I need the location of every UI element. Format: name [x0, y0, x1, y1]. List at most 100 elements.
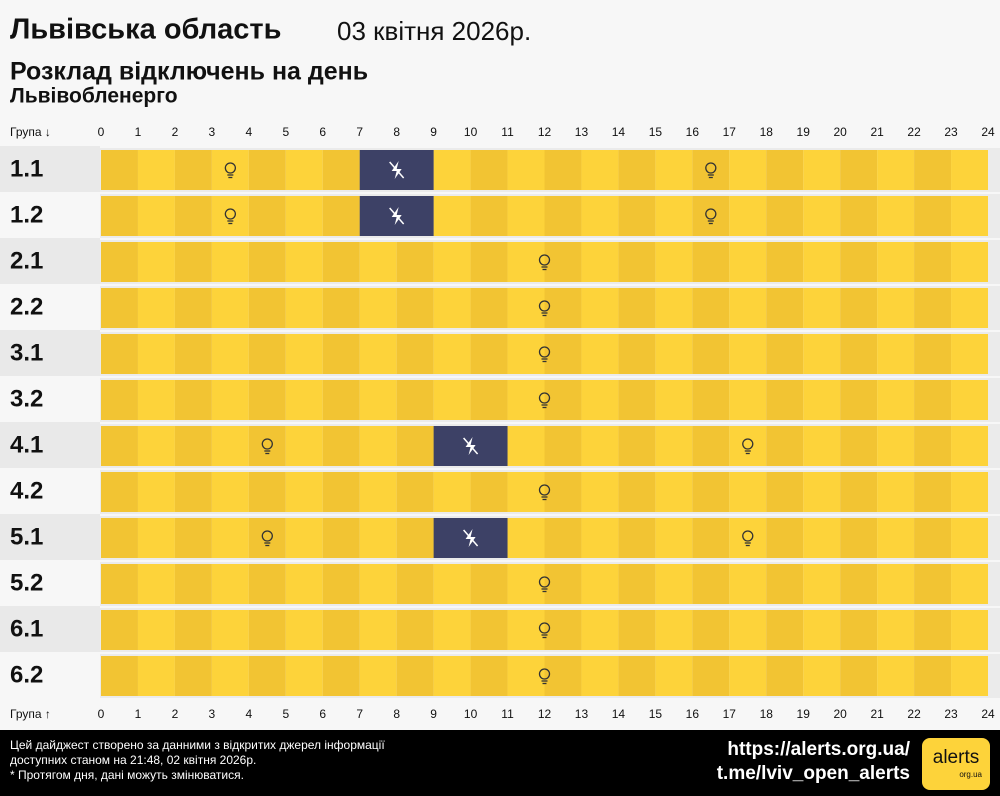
row-label-bg [0, 422, 100, 468]
hour-cell [359, 288, 397, 328]
hour-cell [766, 334, 804, 374]
hour-cell [655, 334, 693, 374]
link[interactable]: t.me/lviv_open_alerts [717, 763, 910, 784]
hour-cell [877, 518, 915, 558]
hour-cell [618, 518, 656, 558]
hour-cell [211, 334, 249, 374]
hour-cell [137, 564, 175, 604]
row-label: 5.2 [10, 569, 43, 596]
hour-cell [544, 196, 582, 236]
hour-cell [803, 150, 841, 190]
hour-cell [359, 610, 397, 650]
hour-cell [951, 656, 988, 696]
hour-cell [507, 288, 545, 328]
row-label-bg [0, 330, 100, 376]
x-tick-label: 12 [538, 707, 552, 721]
bulb-icon [224, 162, 237, 174]
hour-cell [137, 380, 175, 420]
x-tick-label: 1 [135, 125, 142, 139]
row-label-bg [0, 514, 100, 560]
hour-cell [101, 518, 138, 558]
hour-cell [729, 288, 767, 328]
hour-cell [396, 656, 434, 696]
bulb-icon [538, 668, 551, 680]
hour-cell [174, 380, 212, 420]
hour-cell [211, 242, 249, 282]
hour-cell [322, 656, 360, 696]
hour-cell [359, 518, 397, 558]
axis-label: Група ↓ [10, 125, 51, 139]
hour-cell [729, 150, 767, 190]
hour-cell [101, 288, 138, 328]
hour-cell [359, 472, 397, 512]
row-label-bg [0, 238, 100, 284]
hour-cell [433, 380, 471, 420]
hour-cell [359, 656, 397, 696]
hour-cell [137, 242, 175, 282]
hour-cell [951, 518, 988, 558]
footer-text: доступних станом на 21:48, 02 квітня 202… [10, 753, 256, 767]
bulb-icon [538, 622, 551, 634]
row-label: 1.2 [10, 201, 43, 228]
x-tick-label: 8 [393, 707, 400, 721]
link[interactable]: https://alerts.org.ua/ [727, 739, 910, 760]
hour-cell [618, 380, 656, 420]
hour-cell [581, 426, 619, 466]
hour-cell [655, 426, 693, 466]
hour-cell [137, 472, 175, 512]
hour-cell [914, 288, 952, 328]
hour-cell [766, 564, 804, 604]
hour-cell [618, 334, 656, 374]
hour-cell [655, 564, 693, 604]
x-tick-label: 11 [501, 125, 514, 139]
x-tick-label: 13 [575, 125, 589, 139]
hour-cell [766, 472, 804, 512]
hour-cell [692, 380, 730, 420]
hour-cell [396, 426, 434, 466]
hour-cell [470, 196, 508, 236]
hour-cell [322, 564, 360, 604]
hour-cell [914, 380, 952, 420]
hour-cell [951, 288, 988, 328]
hour-cell [581, 242, 619, 282]
hour-cell [914, 472, 952, 512]
hour-cell [396, 242, 434, 282]
x-tick-label: 24 [981, 125, 995, 139]
hour-cell [248, 656, 286, 696]
hour-cell [470, 242, 508, 282]
hour-cell [803, 426, 841, 466]
hour-cell [803, 564, 841, 604]
row-label: 1.1 [10, 155, 43, 182]
x-tick-label: 3 [209, 707, 216, 721]
hour-cell [507, 610, 545, 650]
x-tick-label: 4 [245, 707, 252, 721]
hour-cell [766, 242, 804, 282]
row-label-bg [0, 146, 100, 192]
hour-cell [137, 518, 175, 558]
bulb-icon [538, 254, 551, 266]
hour-cell [285, 334, 323, 374]
hour-cell [692, 426, 730, 466]
hour-cell [766, 196, 804, 236]
hour-cell [692, 288, 730, 328]
hour-cell [618, 242, 656, 282]
hour-cell [248, 196, 286, 236]
hour-cell [655, 288, 693, 328]
row-label-bg [0, 468, 100, 514]
hour-cell [840, 610, 878, 650]
hour-cell [840, 380, 878, 420]
hour-cell [581, 334, 619, 374]
x-tick-label: 23 [944, 707, 958, 721]
hour-cell [729, 196, 767, 236]
hour-cell [544, 288, 582, 328]
hour-cell [211, 472, 249, 512]
row-label: 2.1 [10, 247, 43, 274]
hour-cell [840, 150, 878, 190]
row-label: 6.2 [10, 661, 43, 688]
x-tick-label: 16 [686, 707, 700, 721]
hour-cell [914, 610, 952, 650]
hour-cell [840, 564, 878, 604]
hour-cell [285, 426, 323, 466]
x-tick-label: 2 [172, 125, 179, 139]
x-tick-label: 18 [760, 707, 774, 721]
